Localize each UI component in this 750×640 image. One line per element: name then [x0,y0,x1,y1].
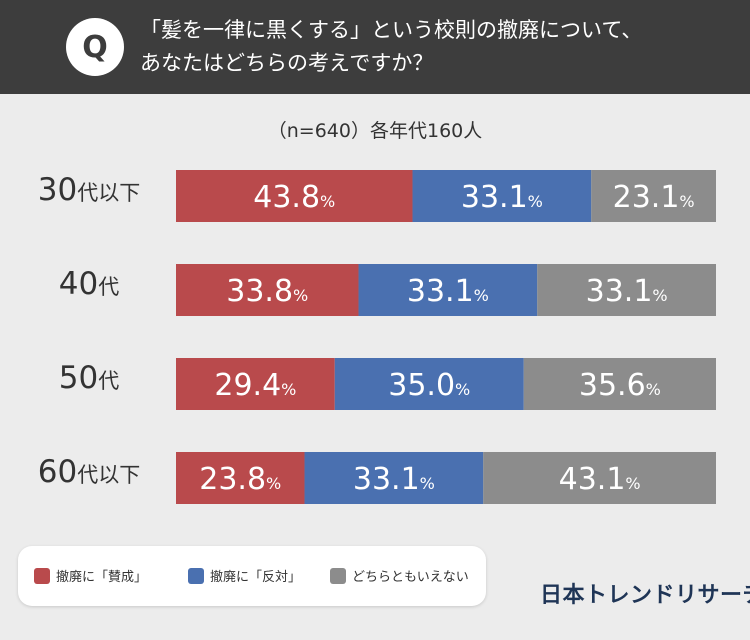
bar-label-1-2: 33.1% [461,180,543,215]
row-label-1-suffix: 代以下 [77,181,141,205]
legend-item-neutral: どちらともいえない [330,566,469,585]
bar-segment-4-1 [176,452,305,504]
row-label-2-suffix: 代 [98,275,120,299]
legend-label-oppose: 撤廃に「反対」 [210,570,302,585]
bar-label-4-2: 33.1% [353,462,435,497]
q-badge: Q [66,18,124,76]
bar-segment-4-3 [483,452,716,504]
legend-swatch-oppose [188,567,204,584]
bar-label-2-2: 33.1% [407,274,489,309]
bar-segment-1-2 [412,170,592,222]
bar-segment-4-2 [304,452,484,504]
bar-segment-1-3 [591,170,716,222]
row-label-3-num: 50 [58,360,99,396]
bar-label-4-1: 23.8% [199,462,281,497]
bar-segment-3-1 [176,358,335,410]
row-label-2: 40代 [10,266,168,302]
row-label-4: 60代以下 [10,454,168,490]
bar-segment-3-2 [334,358,524,410]
bar-label-4-3: 43.1% [559,462,641,497]
bar-label-2-1: 33.8% [226,274,308,309]
bar-segment-2-3 [537,264,716,316]
legend-label-support: 撤廃に「賛成」 [56,570,148,585]
row-label-3: 50代 [10,360,168,396]
bar-label-3-2: 35.0% [388,368,470,403]
legend-swatch-neutral [330,567,346,584]
chart-subtitle: （n=640）各年代160人 [267,120,483,142]
legend-item-support: 撤廃に「賛成」 [34,566,147,585]
bar-label-3-1: 29.4% [214,368,296,403]
q-badge-letter: Q [82,29,108,65]
legend-label-neutral: どちらともいえない [352,570,469,585]
legend-item-oppose: 撤廃に「反対」 [188,566,301,585]
row-label-1-num: 30 [37,172,78,208]
bar-segment-3-3 [523,358,716,410]
row-label-3-suffix: 代 [98,369,120,393]
bar-segment-1-1 [176,170,413,222]
bar-label-3-3: 35.6% [579,368,661,403]
question-header: Q 「髪を一律に黒くする」という校則の撤廃について、 あなたはどちらの考えですか… [0,0,750,94]
bar-label-1-3: 23.1% [613,180,695,215]
row-label-1: 30代以下 [10,172,168,208]
bar-segment-2-1 [176,264,359,316]
row-label-2-num: 40 [58,266,99,302]
legend-swatch-support [34,567,50,584]
bar-label-2-3: 33.1% [586,274,668,309]
row-label-4-suffix: 代以下 [77,463,141,487]
question-line-1: 「髪を一律に黒くする」という校則の撤廃について、 [140,18,643,42]
brand-logo: 日本トレンドリサーチ [540,583,750,608]
question-line-2: あなたはどちらの考えですか？ [140,51,434,75]
bar-label-1-1: 43.8% [253,180,335,215]
bar-segment-2-2 [358,264,538,316]
row-label-4-num: 60 [37,454,78,490]
question-text: 「髪を一律に黒くする」という校則の撤廃について、 あなたはどちらの考えですか？ [140,14,740,80]
legend: 撤廃に「賛成」 撤廃に「反対」 どちらともいえない [18,546,486,606]
